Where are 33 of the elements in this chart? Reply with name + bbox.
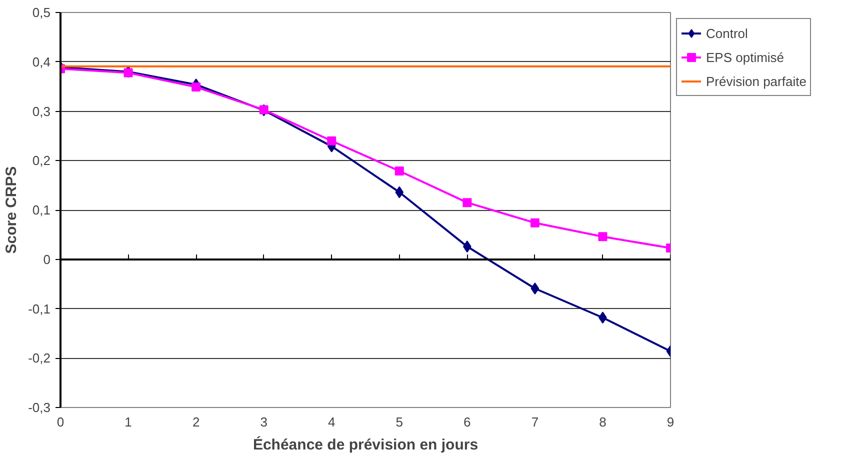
- point: [124, 68, 133, 78]
- x-axis-title: Échéance de prévision en jours: [252, 436, 478, 454]
- point: [395, 186, 404, 198]
- legend-label: Control: [706, 26, 748, 40]
- y-tick-label: 0,3: [32, 104, 51, 119]
- x-tick-label: 3: [260, 414, 268, 430]
- x-tick-label: 0: [56, 414, 64, 430]
- point: [192, 82, 201, 92]
- x-tick-label: 8: [599, 414, 606, 430]
- legend-label: Prévision parfaite: [706, 74, 806, 88]
- y-tick-label: 0,4: [32, 54, 51, 70]
- y-tick-label: -0,2: [28, 350, 51, 366]
- point: [394, 166, 404, 176]
- y-tick-label: 0,2: [32, 153, 51, 168]
- y-tick-label: 0,1: [32, 202, 51, 218]
- y-tick-label: -0,3: [28, 400, 51, 415]
- y-axis-title: Score CRPS: [3, 166, 20, 254]
- x-tick-label: 5: [396, 414, 404, 430]
- x-tick-label: 6: [464, 414, 471, 430]
- legend-label: EPS optimisé: [706, 50, 784, 64]
- y-tick-label: 0: [43, 252, 51, 267]
- point: [462, 198, 472, 208]
- y-tick-label: -0,1: [28, 301, 51, 316]
- x-tick-label: 1: [124, 414, 132, 430]
- point: [530, 282, 540, 295]
- point: [327, 136, 336, 146]
- x-tick-label: 7: [531, 414, 539, 430]
- x-tick-label: 2: [192, 414, 200, 430]
- x-tick-label: 4: [328, 414, 336, 430]
- x-tick-label: 9: [666, 414, 674, 430]
- y-tick-label: 0,5: [32, 5, 51, 20]
- point: [598, 232, 608, 242]
- point: [530, 218, 540, 228]
